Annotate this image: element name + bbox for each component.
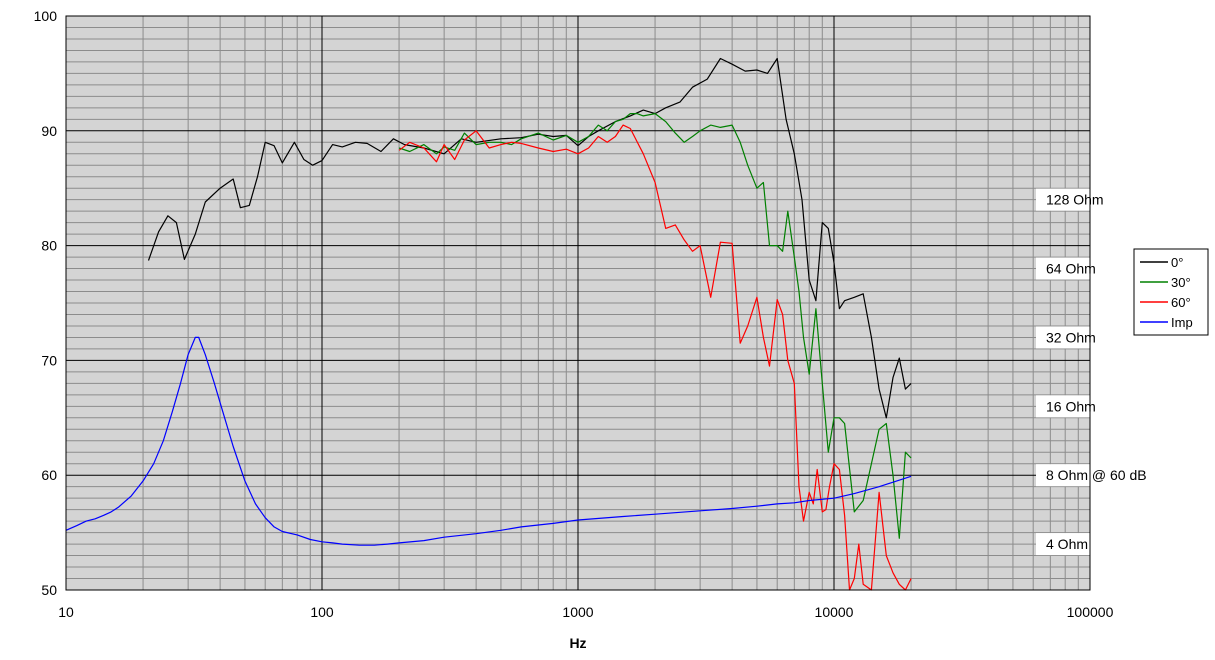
legend-entry: 30° bbox=[1171, 275, 1191, 290]
x-axis-title: Hz bbox=[569, 635, 586, 651]
impedance-label-text: 32 Ohm bbox=[1046, 329, 1096, 345]
impedance-label-box bbox=[1036, 395, 1106, 418]
legend: 0° 30° 60° Imp bbox=[1133, 248, 1209, 336]
x-tick-label: 100 bbox=[310, 604, 334, 620]
impedance-annotations: 128 Ohm 64 Ohm 32 Ohm 16 Ohm 8 Ohm @ 60 dB 4 … bbox=[1036, 188, 1157, 556]
impedance-label: 16 Ohm bbox=[1036, 395, 1106, 418]
impedance-label: 64 Ohm bbox=[1036, 257, 1106, 280]
legend-box bbox=[1133, 248, 1209, 336]
series-line-30° bbox=[398, 112, 912, 539]
impedance-label-box bbox=[1036, 257, 1106, 280]
y-tick-label: 60 bbox=[41, 467, 57, 483]
x-tick-label: 100000 bbox=[1067, 604, 1114, 620]
y-tick-label: 70 bbox=[41, 352, 57, 368]
x-tick-labels: 10 100 1000 10000 100000 bbox=[58, 604, 1113, 620]
impedance-label-text: 128 Ohm bbox=[1046, 192, 1104, 208]
series-line-Imp bbox=[65, 336, 912, 546]
y-tick-label: 50 bbox=[41, 582, 57, 598]
impedance-label-text: 8 Ohm @ 60 dB bbox=[1046, 467, 1147, 483]
impedance-label: 4 Ohm bbox=[1036, 533, 1099, 556]
y-tick-labels: 50 60 70 80 90 100 bbox=[34, 8, 58, 598]
impedance-label-text: 16 Ohm bbox=[1046, 398, 1096, 414]
series-lines bbox=[65, 57, 912, 591]
x-tick-label: 10 bbox=[58, 604, 74, 620]
impedance-label-box bbox=[1036, 188, 1114, 211]
y-tick-label: 90 bbox=[41, 123, 57, 139]
series-line-60° bbox=[398, 124, 912, 591]
plot-frame bbox=[65, 15, 1091, 591]
legend-entry: Imp bbox=[1171, 315, 1193, 330]
impedance-label-box bbox=[1036, 464, 1157, 487]
impedance-label-text: 64 Ohm bbox=[1046, 261, 1096, 277]
x-tick-label: 1000 bbox=[562, 604, 593, 620]
y-tick-label: 80 bbox=[41, 238, 57, 254]
x-tick-label: 10000 bbox=[815, 604, 854, 620]
impedance-label-box bbox=[1036, 326, 1106, 349]
y-tick-label: 100 bbox=[34, 8, 58, 24]
impedance-label-box bbox=[1036, 533, 1099, 556]
impedance-label-text: 4 Ohm bbox=[1046, 536, 1088, 552]
legend-entry: 0° bbox=[1171, 255, 1183, 270]
impedance-label: 32 Ohm bbox=[1036, 326, 1106, 349]
legend-entry: 60° bbox=[1171, 295, 1191, 310]
impedance-label: 8 Ohm @ 60 dB bbox=[1036, 464, 1157, 487]
impedance-label: 128 Ohm bbox=[1036, 188, 1114, 211]
series-line-0° bbox=[147, 57, 912, 419]
grid-lines bbox=[65, 15, 1091, 591]
